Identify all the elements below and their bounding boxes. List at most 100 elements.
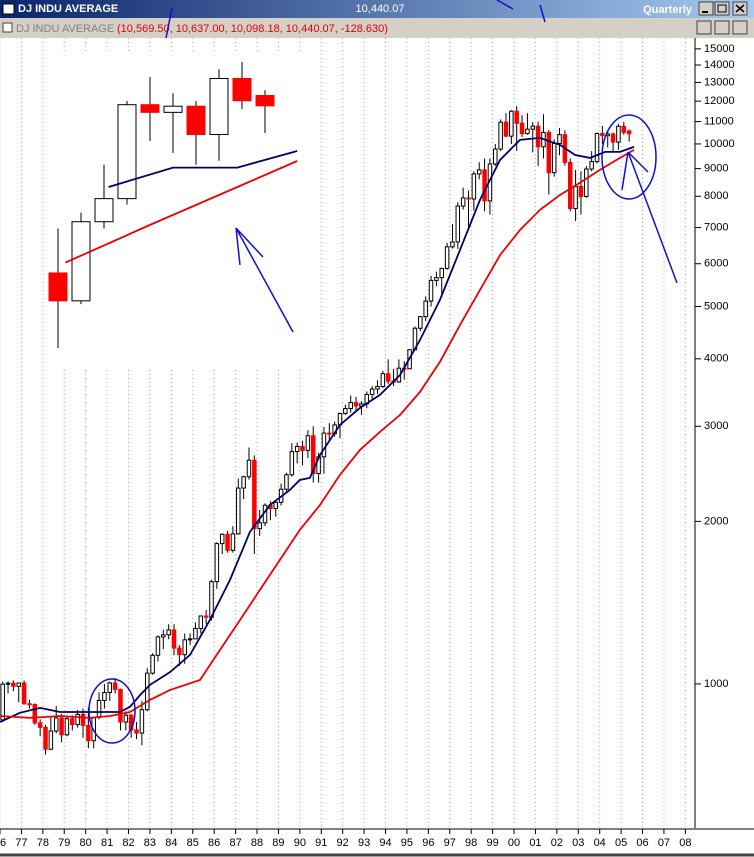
annotation-arrow [235,227,294,333]
candle-body [589,161,594,170]
candle-body [535,125,541,148]
candle-body [163,105,183,113]
y-tick-label: 12000 [704,95,735,107]
candle-body [284,474,289,490]
y-tick-label: 15000 [704,43,735,55]
candle-body [482,169,487,202]
zoom-inset [48,52,310,368]
x-tick-label: 01 [529,837,541,849]
candle-body [310,435,316,474]
candle-body [514,110,519,124]
y-tick-label: 11000 [704,115,734,127]
candle-body [37,722,43,728]
candle-body [209,77,229,135]
x-tick-label: 07 [658,837,670,849]
candle-body [64,718,70,736]
x-tick-label: 79 [58,837,70,849]
candle-body [375,385,380,390]
candle-body [530,125,536,130]
candle-body [43,726,48,750]
candle-body [232,77,252,102]
x-tick-label: 80 [80,837,92,849]
y-tick-label: 4000 [704,353,728,365]
x-tick-label: 78 [37,837,49,849]
window-buttons[interactable] [698,1,748,16]
candle-body [434,277,439,281]
y-tick-label: 3000 [704,420,728,432]
candle-body [193,627,198,640]
candle-body [139,709,145,734]
x-tick-label: 03 [572,837,584,849]
x-tick-label: 90 [294,837,306,849]
candle-body [5,682,11,685]
x-axis-area [0,828,754,857]
candle-body [75,713,80,726]
candle-body [594,133,600,163]
candle-body [584,168,589,197]
candle-body [289,451,295,476]
chart-close[interactable] [732,20,748,35]
y-tick-label: 13000 [704,76,735,88]
moving-average [0,149,635,719]
candle-body [567,161,573,210]
candle-body [53,717,59,732]
y-tick-label: 2000 [704,515,728,527]
x-tick-label: 83 [144,837,156,849]
annotation-stroke [165,0,546,39]
candle-body [182,639,187,656]
candle-body [187,638,193,641]
candle-body [380,373,386,387]
candle-body [94,198,114,223]
minimize-button[interactable] [698,1,714,16]
candle-body [236,487,241,535]
x-tick-label: 76 [0,837,6,849]
candle-body [27,703,32,706]
candle-body [241,476,246,489]
candle-body [423,300,428,318]
candle-body [385,373,391,382]
candle-body [11,682,16,687]
x-tick-label: 81 [101,837,113,849]
x-tick-label: 02 [551,837,563,849]
candle-body [257,522,262,530]
x-tick-label: 95 [401,837,413,849]
candle-body [171,629,177,649]
chart-minimize[interactable] [696,20,712,35]
x-tick-label: 96 [422,837,434,849]
candle-body [177,647,182,656]
x-tick-label: 82 [122,837,134,849]
annotations [88,0,678,744]
y-tick-label: 1000 [704,678,728,690]
candle-body [460,197,466,207]
x-tick-label: 84 [165,837,177,849]
y-tick-label: 7000 [704,221,728,233]
candle-body [166,629,171,636]
candle-body [498,121,503,150]
candle-body [225,533,230,551]
inset-moving-average [108,150,298,188]
candle-body [186,105,206,135]
candle-body [573,185,578,210]
candle-body [107,682,113,694]
candle-body [476,169,482,175]
chart-maximize[interactable] [714,20,730,35]
candle-body [80,713,86,726]
candle-body [209,581,214,618]
candle-body [150,654,155,674]
candle-body [450,241,455,248]
candle-body [557,134,562,144]
candle-body [21,682,27,705]
candle-body [161,634,166,638]
x-tick-label: 08 [679,837,691,849]
period: Quarterly [643,4,693,16]
candle-body [471,173,477,200]
x-tick-label: 88 [251,837,263,849]
x-tick-label: 87 [229,837,241,849]
candle-body [610,133,616,143]
inset-moving-average [65,160,298,264]
maximize-button[interactable] [714,1,730,16]
annotation-circle [601,114,657,200]
maximize-icon [717,4,727,13]
candle-body [509,110,514,137]
y-tick-label: 5000 [704,300,728,312]
